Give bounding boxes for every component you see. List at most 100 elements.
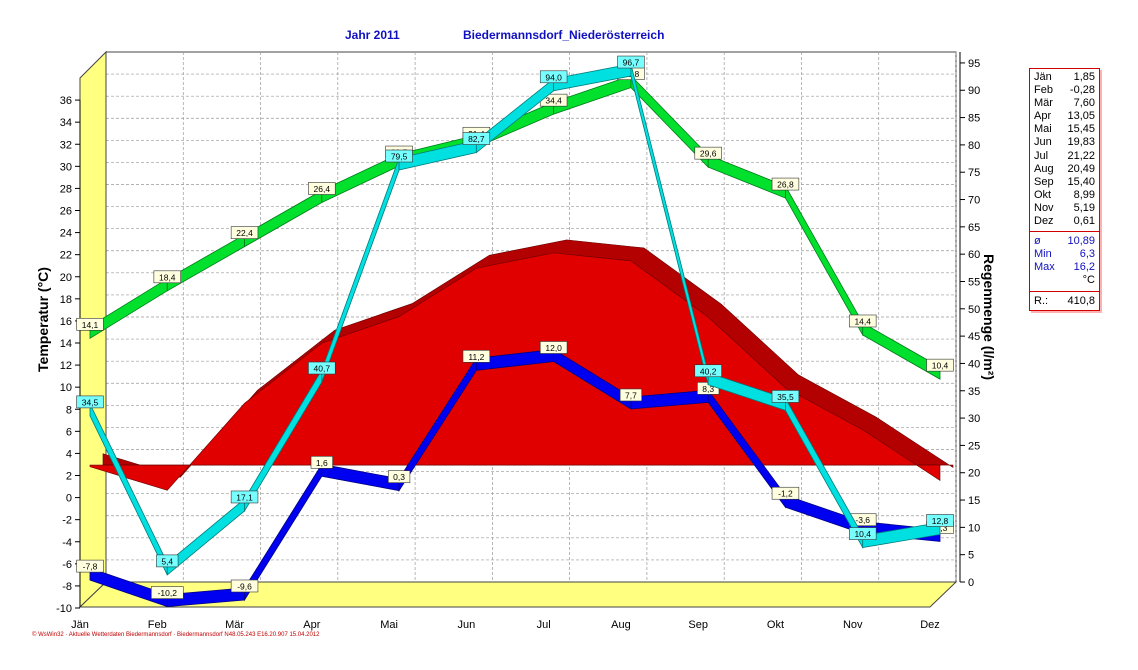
data-label-text: -7,8 — [83, 562, 98, 572]
data-label-box — [771, 390, 800, 403]
data-label: 96,7 — [617, 55, 645, 69]
right-axis-tick-label: 0 — [968, 577, 974, 589]
legend-average: ø 10,89 — [1030, 235, 1099, 248]
data-label: 22,4 — [230, 226, 259, 239]
left-axis-tick-label: 18 — [60, 294, 72, 306]
x-axis-tick-label: Mär — [225, 619, 244, 631]
legend-month-row: Dez 0,61 — [1030, 215, 1099, 228]
left-axis-tick-label: 12 — [60, 360, 72, 372]
data-label: -7,8 — [76, 559, 104, 573]
right-axis-title: Regenmenge (l/m²) — [981, 254, 997, 380]
data-label-text: -9,6 — [237, 581, 252, 591]
data-label: 26,4 — [308, 182, 336, 195]
x-axis-tick-label: Feb — [148, 619, 167, 631]
right-axis-tick-label: 60 — [968, 249, 980, 261]
legend-month-row: Okt 8,99 — [1030, 189, 1099, 202]
data-label: 40,7 — [308, 361, 336, 375]
data-label: 7,7 — [619, 388, 643, 402]
legend-month-value: 7,60 — [1073, 97, 1095, 110]
data-label: 34,4 — [539, 93, 568, 107]
legend-min: Min 6,3 — [1030, 248, 1099, 261]
data-label-box — [462, 350, 491, 363]
data-label: 26,8 — [771, 177, 800, 191]
right-axis-tick-label: 70 — [968, 195, 980, 207]
data-label-text: 26,8 — [777, 180, 794, 190]
legend-month-row: Apr 13,05 — [1030, 110, 1099, 123]
data-label-box — [849, 314, 877, 328]
legend-month-value: 1,85 — [1073, 71, 1095, 83]
legend-month-value: 20,49 — [1067, 162, 1095, 175]
legend-rain-total: R.: 410,8 — [1030, 295, 1099, 310]
data-label-box — [694, 146, 722, 160]
data-label: 5,4 — [156, 554, 179, 568]
data-label-box — [771, 486, 800, 500]
data-label-box — [310, 456, 333, 469]
data-label-text: 40,7 — [314, 364, 331, 374]
data-label-text: 12,0 — [545, 343, 562, 353]
data-label: 29,6 — [694, 146, 722, 160]
x-axis-tick-label: Jun — [457, 619, 475, 631]
right-axis-tick-label: 80 — [968, 140, 980, 152]
data-label-box — [849, 527, 877, 540]
legend-month-name: Jän — [1034, 71, 1052, 83]
data-label: 12,8 — [926, 514, 954, 527]
right-axis-tick-label: 10 — [968, 522, 980, 534]
data-label-box — [539, 70, 568, 84]
legend-month-name: Mai — [1034, 123, 1052, 136]
data-label-text: 22,4 — [236, 228, 253, 238]
data-label-text: 82,7 — [468, 134, 485, 144]
x-axis-tick-label: Sep — [688, 619, 708, 631]
legend-month-value: 13,05 — [1067, 110, 1095, 123]
left-axis-title: Temperatur (°C) — [35, 267, 51, 372]
monthly-mean-legend: Jän 1,85 Feb -0,28 Mär 7,60 Apr 13,05 Mai 15,45 Ju… — [1029, 68, 1100, 311]
left-axis-tick-label: 28 — [60, 183, 72, 195]
data-label-box — [153, 270, 181, 284]
left-axis-tick-label: 34 — [60, 117, 72, 129]
left-axis-tick-label: 22 — [60, 250, 72, 262]
data-label-box — [230, 579, 259, 593]
data-label: 17,1 — [230, 490, 259, 504]
legend-month-value: 21,22 — [1067, 149, 1095, 162]
data-label-box — [694, 364, 722, 378]
right-axis-tick-label: 65 — [968, 222, 980, 234]
data-label-text: 14,1 — [82, 320, 99, 330]
legend-month-name: Jul — [1034, 149, 1049, 162]
x-axis-tick-label: Mai — [380, 619, 398, 631]
legend-average-label: ø — [1034, 235, 1041, 248]
data-label-box — [771, 177, 800, 191]
data-label: 11,2 — [462, 350, 491, 363]
legend-average-value: 10,89 — [1067, 235, 1095, 248]
legend-unit: °C — [1082, 274, 1095, 287]
data-label-text: -10,2 — [158, 588, 178, 598]
mean-temp-area — [89, 252, 941, 491]
left-axis-tick-label: -8 — [62, 581, 72, 593]
x-axis-tick-label: Okt — [767, 619, 784, 631]
legend-month-value: 0,61 — [1073, 215, 1095, 228]
right-axis-tick-label: 85 — [968, 113, 980, 125]
legend-rain-label: R.: — [1034, 294, 1049, 307]
right-axis-tick-label: 45 — [968, 331, 980, 343]
footer-credit: © WsWin32 · Aktuelle Wetterdaten Biederm… — [32, 632, 320, 638]
left-axis-tick-label: -4 — [62, 537, 72, 549]
legend-month-row: Aug 20,49 — [1030, 163, 1099, 176]
x-axis-tick-label: Apr — [303, 619, 320, 631]
right-axis-tick-label: 90 — [968, 85, 980, 97]
data-label-box — [462, 132, 491, 145]
data-label-box — [230, 226, 259, 239]
data-label: -9,6 — [230, 579, 259, 593]
left-axis-tick-label: 8 — [66, 404, 72, 416]
data-label-text: 94,0 — [545, 72, 562, 82]
series-band-segment — [862, 521, 941, 549]
data-label-text: 79,5 — [391, 152, 408, 162]
right-axis-tick-label: 50 — [968, 304, 980, 316]
left-axis-tick-label: 4 — [66, 448, 72, 460]
legend-month-value: 19,83 — [1067, 136, 1095, 149]
left-axis-tick-label: 24 — [60, 228, 72, 240]
data-label-box — [619, 388, 643, 402]
legend-month-name: Apr — [1034, 110, 1052, 123]
chart-floor — [78, 581, 958, 608]
data-label-text: 18,4 — [159, 272, 176, 282]
data-label-box — [76, 559, 104, 573]
data-label-text: 26,4 — [314, 184, 331, 194]
data-label: 12,0 — [539, 341, 568, 354]
